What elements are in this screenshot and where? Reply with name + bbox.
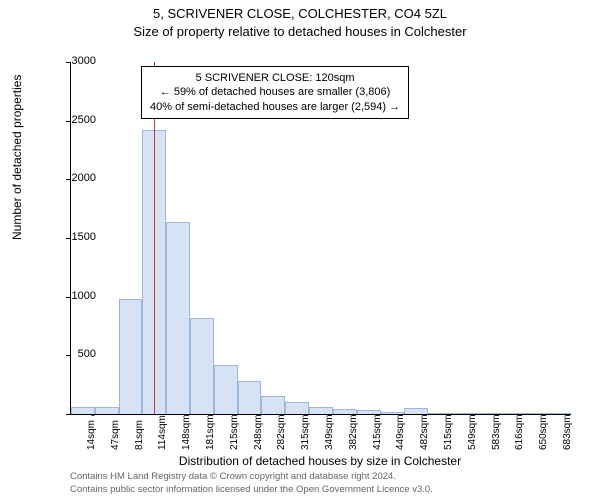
- histogram-bar: [261, 396, 285, 414]
- histogram-bar: [285, 402, 309, 414]
- x-tick-label: 515sqm: [443, 414, 454, 450]
- x-tick-label: 148sqm: [181, 414, 192, 450]
- x-tick-label: 315sqm: [300, 414, 311, 450]
- histogram-bar: [214, 365, 238, 414]
- x-tick-label: 181sqm: [205, 414, 216, 450]
- x-tick-label: 215sqm: [229, 414, 240, 450]
- x-tick-label: 14sqm: [86, 420, 97, 450]
- x-tick-label: 482sqm: [419, 414, 430, 450]
- x-tick-label: 650sqm: [538, 414, 549, 450]
- histogram-bar: [95, 407, 119, 414]
- histogram-bar: [333, 409, 357, 414]
- chart-title-desc: Size of property relative to detached ho…: [0, 24, 600, 39]
- histogram-bar: [166, 222, 190, 414]
- x-tick-label: 81sqm: [134, 420, 145, 450]
- histogram-bar: [190, 318, 214, 414]
- credit-text: Contains HM Land Registry data © Crown c…: [70, 471, 433, 496]
- histogram-bar: [71, 407, 95, 414]
- x-tick-label: 583sqm: [491, 414, 502, 450]
- x-tick-label: 248sqm: [253, 414, 264, 450]
- annotation-line3: 40% of semi-detached houses are larger (…: [150, 100, 400, 114]
- x-tick-label: 282sqm: [276, 414, 287, 450]
- x-tick-label: 449sqm: [395, 414, 406, 450]
- x-tick-label: 549sqm: [467, 414, 478, 450]
- x-tick-label: 382sqm: [348, 414, 359, 450]
- chart-title-address: 5, SCRIVENER CLOSE, COLCHESTER, CO4 5ZL: [0, 6, 600, 21]
- y-axis-label: Number of detached properties: [10, 75, 24, 240]
- x-tick-label: 47sqm: [110, 420, 121, 450]
- annotation-line2: ← 59% of detached houses are smaller (3,…: [150, 85, 400, 99]
- x-tick-label: 616sqm: [514, 414, 525, 450]
- histogram-bar: [404, 408, 428, 414]
- x-tick-label: 683sqm: [562, 414, 573, 450]
- x-tick-label: 349sqm: [324, 414, 335, 450]
- histogram-bar: [238, 381, 262, 414]
- histogram-bar: [309, 407, 333, 414]
- x-tick-label: 114sqm: [157, 415, 168, 450]
- x-axis-label: Distribution of detached houses by size …: [70, 454, 570, 468]
- plot-area: 5 SCRIVENER CLOSE: 120sqm ← 59% of detac…: [70, 62, 571, 415]
- x-tick-label: 415sqm: [372, 414, 383, 450]
- chart-container: 5, SCRIVENER CLOSE, COLCHESTER, CO4 5ZL …: [0, 0, 600, 500]
- annotation-line1: 5 SCRIVENER CLOSE: 120sqm: [150, 71, 400, 85]
- histogram-bar: [119, 299, 143, 414]
- annotation-box: 5 SCRIVENER CLOSE: 120sqm ← 59% of detac…: [141, 66, 409, 119]
